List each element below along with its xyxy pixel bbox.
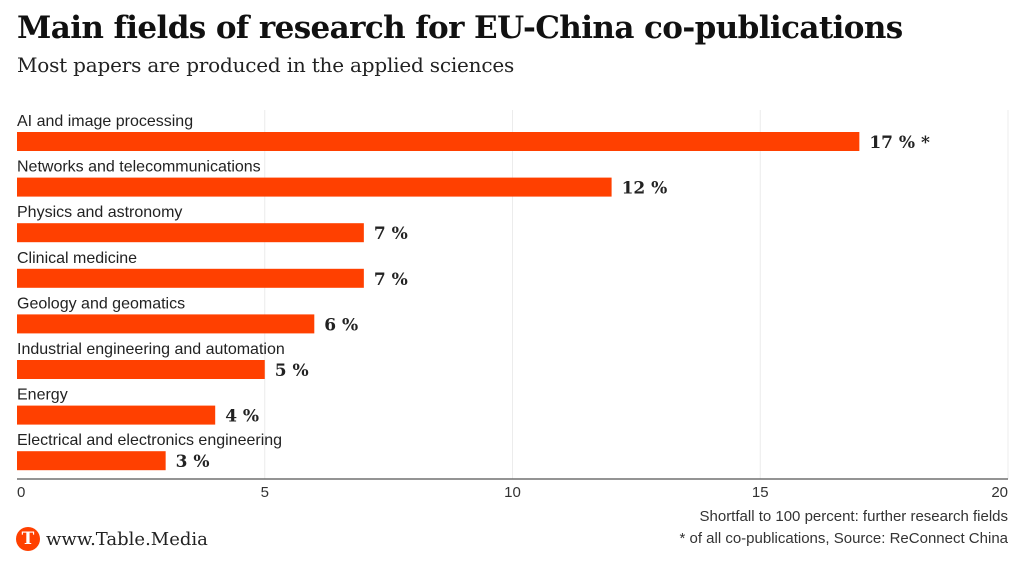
brand-url: www.Table.Media <box>46 528 208 550</box>
category-label: Geology and geomatics <box>17 295 185 312</box>
x-tick-label: 20 <box>991 484 1008 501</box>
footnote-source: * of all co-publications, Source: ReConn… <box>679 530 1008 547</box>
bar <box>17 360 265 379</box>
category-label: Electrical and electronics engineering <box>17 432 282 449</box>
value-label: 6 % <box>324 315 358 335</box>
bar <box>17 268 364 288</box>
category-label: Networks and telecommunications <box>17 159 261 176</box>
bar <box>17 132 860 151</box>
category-label: AI and image processing <box>17 113 193 130</box>
value-label: 3 % <box>176 452 210 472</box>
bar <box>17 177 612 197</box>
x-tick-label: 10 <box>504 484 521 501</box>
x-tick-label: 5 <box>261 484 269 501</box>
category-label: Energy <box>17 387 68 404</box>
category-label: Industrial engineering and automation <box>17 341 285 358</box>
footnote-shortfall: Shortfall to 100 percent: further resear… <box>699 508 1009 525</box>
category-label: Clinical medicine <box>17 250 137 267</box>
value-label: 12 % <box>622 179 668 199</box>
value-label: 4 % <box>225 407 259 427</box>
bar <box>17 405 216 425</box>
x-tick-label: 0 <box>17 484 25 501</box>
gridlines <box>264 110 1009 479</box>
bar <box>17 223 364 243</box>
chart-subtitle: Most papers are produced in the applied … <box>17 53 515 77</box>
chart-title: Main fields of research for EU-China co-… <box>17 10 903 46</box>
value-label: 17 % * <box>869 133 930 153</box>
value-label: 7 % <box>374 224 408 244</box>
value-label: 7 % <box>374 270 408 290</box>
bars: AI and image processing 17 % * Networks an… <box>17 113 930 472</box>
value-label: 5 % <box>275 361 309 381</box>
bar <box>17 451 166 471</box>
x-axis: 0 5 10 15 20 <box>17 478 1008 501</box>
brand: T www.Table.Media <box>16 527 208 551</box>
table-media-logo-icon: T <box>16 527 40 551</box>
category-label: Physics and astronomy <box>17 204 182 221</box>
bar <box>17 314 315 334</box>
x-tick-label: 15 <box>752 484 769 501</box>
